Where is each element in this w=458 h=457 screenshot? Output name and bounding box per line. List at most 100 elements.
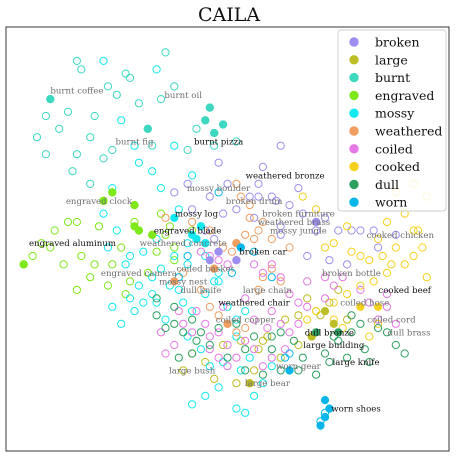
point-coiled-34 <box>285 328 294 337</box>
point-weathered-13 <box>232 328 241 337</box>
highlight-broken-25 <box>312 217 321 227</box>
point-cooked-33 <box>298 192 307 201</box>
point-burnt-23 <box>161 48 170 57</box>
point-broken-11 <box>347 226 356 235</box>
highlight-cooked-31 <box>356 302 365 311</box>
point-burnt-15 <box>86 133 95 142</box>
point-weathered-14 <box>241 323 250 333</box>
point-mossy-36 <box>236 366 245 375</box>
point-mossy-59 <box>152 65 161 74</box>
legend-marker-engraved <box>349 90 359 101</box>
annotation-31: large knife <box>332 358 379 368</box>
legend-label-large: large <box>375 52 408 67</box>
point-broken-2 <box>254 192 263 201</box>
point-large-16 <box>258 336 267 345</box>
point-broken-35 <box>214 158 223 167</box>
point-coiled-38 <box>219 302 228 311</box>
point-mossy-32 <box>196 345 205 354</box>
point-mossy-7 <box>156 264 166 273</box>
point-mossy-27 <box>219 357 228 367</box>
point-burnt-28 <box>41 111 51 121</box>
point-dull-18 <box>400 349 409 358</box>
point-large-3 <box>232 379 241 388</box>
point-burnt-6 <box>210 141 219 150</box>
highlights-layer <box>19 94 383 430</box>
point-dull-21 <box>325 357 334 367</box>
point-weathered-3 <box>245 213 254 222</box>
point-dull-38 <box>294 366 303 375</box>
point-coiled-11 <box>303 302 312 311</box>
point-cooked-15 <box>391 243 400 252</box>
annotation-11: engraved blade <box>154 227 222 237</box>
point-burnt-2 <box>77 65 86 74</box>
point-coiled-28 <box>223 362 232 371</box>
point-mossy-33 <box>232 404 241 413</box>
point-burnt-9 <box>90 111 99 121</box>
highlight-burnt-2 <box>219 120 228 129</box>
point-dull-6 <box>250 332 259 341</box>
highlight-large-26 <box>329 319 338 328</box>
legend: broken large burnt engraved mossy weathered co… <box>337 29 447 212</box>
point-coiled-14 <box>241 336 250 345</box>
point-large-22 <box>343 315 352 324</box>
point-broken-28 <box>276 230 285 239</box>
point-worn-8 <box>267 273 276 282</box>
highlight-mossy-17 <box>170 213 179 222</box>
point-burnt-18 <box>121 69 130 78</box>
highlight-burnt-0 <box>205 103 214 112</box>
point-broken-18 <box>201 226 210 235</box>
annotation-30: large building <box>303 341 365 351</box>
point-large-21 <box>316 311 325 320</box>
point-large-11 <box>325 298 334 307</box>
annotation-15: weathered concrete <box>140 239 227 249</box>
point-coiled-23 <box>161 349 170 358</box>
point-large-17 <box>236 336 245 345</box>
annotation-16: broken car <box>239 248 287 258</box>
point-weathered-22 <box>232 179 241 188</box>
highlight-mossy-15 <box>201 239 210 248</box>
point-broken-10 <box>334 226 343 235</box>
point-mossy-48 <box>99 209 108 218</box>
point-broken-12 <box>369 226 378 235</box>
point-burnt-19 <box>112 90 121 99</box>
point-cooked-30 <box>422 273 431 282</box>
point-weathered-4 <box>250 234 259 244</box>
point-mossy-55 <box>99 56 108 66</box>
point-dull-30 <box>161 323 170 333</box>
point-mossy-45 <box>125 251 135 261</box>
point-burnt-11 <box>55 124 64 133</box>
point-coiled-18 <box>201 319 210 328</box>
point-coiled-0 <box>196 247 205 256</box>
point-coiled-35 <box>294 319 303 328</box>
annotation-22: dull knife <box>180 286 221 296</box>
point-weathered-9 <box>196 285 205 294</box>
point-burnt-20 <box>68 167 77 176</box>
point-engraved-30 <box>161 230 170 239</box>
highlight-engraved-12 <box>148 230 157 239</box>
point-coiled-3 <box>223 260 232 269</box>
point-dull-3 <box>196 328 205 337</box>
point-coiled-36 <box>276 319 285 328</box>
annotation-20: mossy nest <box>159 277 208 287</box>
point-broken-23 <box>276 141 285 150</box>
point-engraved-26 <box>121 290 130 299</box>
annotation-8: mossy log <box>175 210 219 220</box>
annotation-4: weathered bronze <box>246 171 325 181</box>
point-cooked-24 <box>303 315 312 324</box>
annotation-17: coiled basket <box>177 265 235 275</box>
annotation-32: large bush <box>169 366 216 376</box>
point-mossy-5 <box>183 260 192 269</box>
point-coiled-25 <box>174 307 183 316</box>
point-broken-0 <box>205 192 214 201</box>
point-large-8 <box>281 315 290 324</box>
point-weathered-25 <box>258 217 267 227</box>
point-dull-7 <box>267 332 276 341</box>
point-burnt-17 <box>103 82 113 91</box>
point-coiled-29 <box>232 353 241 362</box>
point-cooked-17 <box>343 222 352 231</box>
highlight-broken-23 <box>205 256 214 265</box>
point-mossy-39 <box>258 379 267 388</box>
highlight-worn-34 <box>236 243 245 252</box>
point-burnt-12 <box>32 133 42 142</box>
point-coiled-41 <box>320 273 330 282</box>
